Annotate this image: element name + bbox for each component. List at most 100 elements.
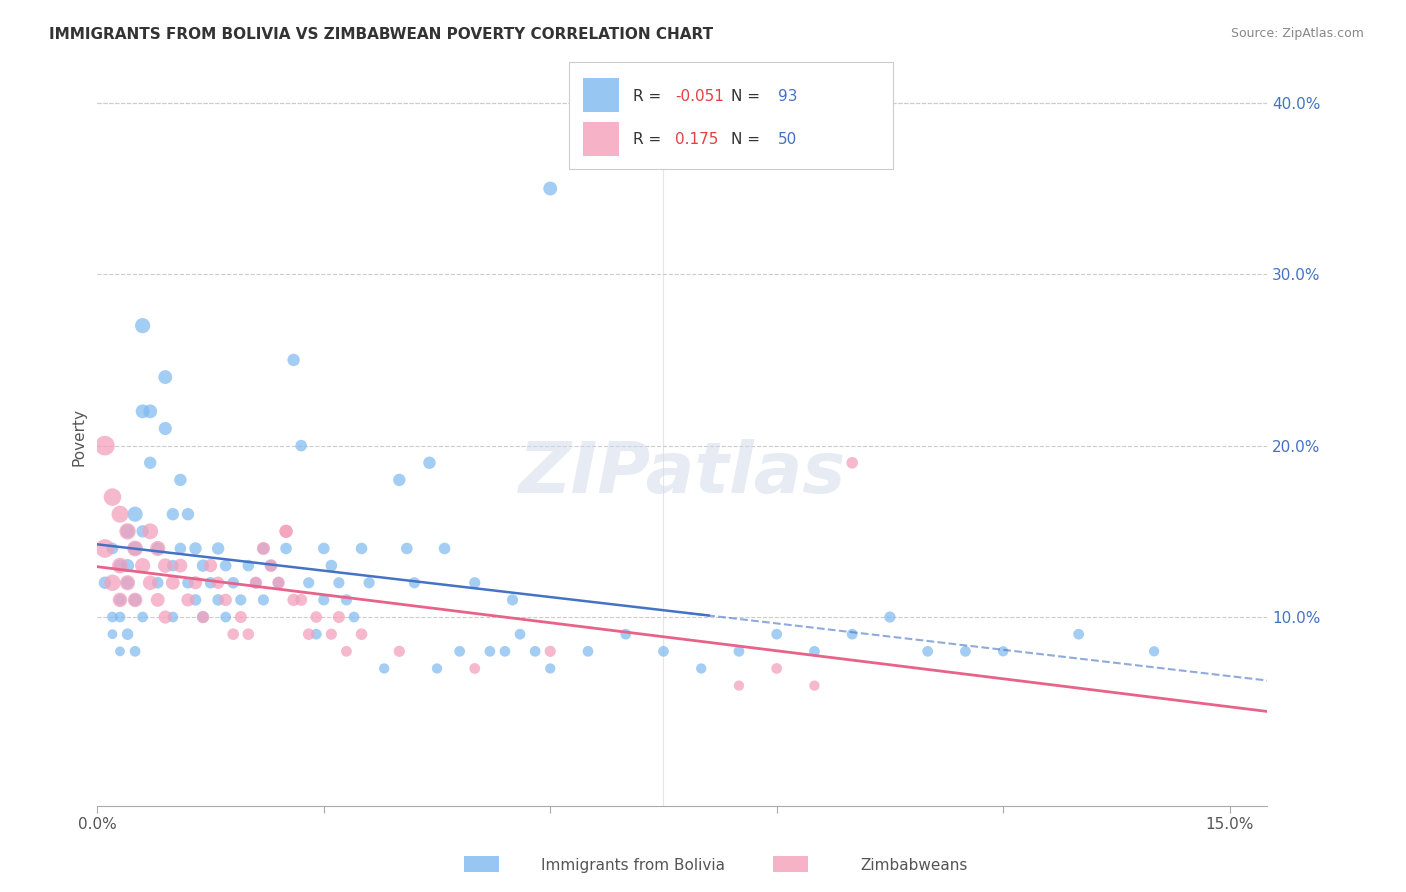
Point: [191, 610, 214, 624]
Text: Immigrants from Bolivia: Immigrants from Bolivia: [541, 858, 724, 872]
Point: [576, 644, 599, 658]
Point: [238, 627, 260, 641]
Point: [502, 593, 524, 607]
Text: 93: 93: [778, 89, 797, 103]
Point: [614, 627, 637, 641]
Text: 0.175: 0.175: [675, 132, 718, 146]
Point: [207, 575, 229, 590]
Point: [191, 610, 214, 624]
Y-axis label: Poverty: Poverty: [72, 408, 86, 466]
Point: [169, 473, 191, 487]
Point: [131, 558, 153, 573]
Point: [146, 593, 169, 607]
Point: [494, 644, 516, 658]
Text: 50: 50: [778, 132, 797, 146]
Point: [162, 507, 184, 521]
Point: [1067, 627, 1090, 641]
Point: [117, 575, 139, 590]
Point: [94, 541, 117, 556]
Point: [841, 627, 863, 641]
Point: [238, 558, 260, 573]
Point: [101, 575, 124, 590]
Point: [803, 644, 825, 658]
Point: [841, 456, 863, 470]
Point: [305, 627, 328, 641]
Point: [117, 575, 139, 590]
Point: [245, 575, 267, 590]
Point: [312, 541, 335, 556]
Point: [177, 507, 200, 521]
Point: [252, 593, 274, 607]
Point: [139, 456, 162, 470]
Point: [184, 593, 207, 607]
Point: [426, 661, 449, 675]
Point: [245, 575, 267, 590]
Point: [108, 593, 131, 607]
Text: R =: R =: [633, 132, 671, 146]
Point: [131, 524, 153, 539]
Point: [478, 644, 501, 658]
Point: [449, 644, 471, 658]
Point: [917, 644, 939, 658]
Point: [955, 644, 977, 658]
Point: [538, 661, 561, 675]
Point: [108, 644, 131, 658]
Point: [94, 439, 117, 453]
Point: [155, 370, 177, 384]
Point: [184, 575, 207, 590]
Point: [131, 404, 153, 418]
Point: [215, 558, 238, 573]
Point: [404, 575, 426, 590]
Point: [200, 558, 222, 573]
Point: [169, 558, 191, 573]
Point: [124, 644, 146, 658]
Point: [139, 575, 162, 590]
Point: [177, 593, 200, 607]
Point: [359, 575, 381, 590]
Point: [108, 558, 131, 573]
Point: [146, 541, 169, 556]
Point: [321, 558, 343, 573]
Point: [335, 644, 357, 658]
Point: [139, 524, 162, 539]
Point: [222, 627, 245, 641]
Point: [690, 661, 713, 675]
Point: [184, 541, 207, 556]
Point: [267, 575, 290, 590]
Point: [652, 644, 675, 658]
Point: [260, 558, 283, 573]
Point: [765, 661, 787, 675]
Point: [146, 541, 169, 556]
Point: [464, 575, 486, 590]
Point: [538, 181, 561, 195]
Point: [155, 421, 177, 435]
Text: Zimbabweans: Zimbabweans: [860, 858, 967, 872]
Point: [765, 627, 787, 641]
Point: [274, 524, 297, 539]
Point: [108, 558, 131, 573]
Point: [464, 661, 486, 675]
Point: [124, 593, 146, 607]
Point: [274, 524, 297, 539]
Point: [803, 679, 825, 693]
Text: IMMIGRANTS FROM BOLIVIA VS ZIMBABWEAN POVERTY CORRELATION CHART: IMMIGRANTS FROM BOLIVIA VS ZIMBABWEAN PO…: [49, 27, 713, 42]
Point: [169, 541, 191, 556]
Point: [124, 593, 146, 607]
Point: [283, 352, 305, 367]
Text: Source: ZipAtlas.com: Source: ZipAtlas.com: [1230, 27, 1364, 40]
Point: [290, 593, 312, 607]
Point: [117, 524, 139, 539]
Point: [1143, 644, 1166, 658]
Point: [388, 644, 411, 658]
Point: [343, 610, 366, 624]
Point: [162, 575, 184, 590]
Point: [524, 644, 547, 658]
Point: [131, 318, 153, 333]
Point: [101, 627, 124, 641]
Text: N =: N =: [731, 89, 765, 103]
Point: [728, 644, 751, 658]
Point: [215, 610, 238, 624]
Point: [117, 524, 139, 539]
Point: [131, 610, 153, 624]
Point: [283, 593, 305, 607]
